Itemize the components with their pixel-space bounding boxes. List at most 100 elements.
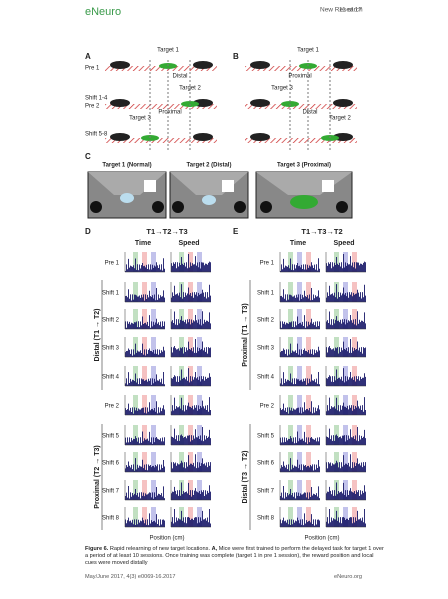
histogram: [326, 368, 366, 386]
column-title: Speed: [333, 240, 354, 247]
axes: [325, 425, 366, 446]
caption-body: Mice were first trained to perform the d…: [85, 546, 384, 566]
histogram: [326, 254, 366, 272]
axes: [170, 425, 211, 446]
histogram: [171, 368, 211, 386]
target-band: [306, 337, 311, 357]
target-band: [197, 480, 202, 500]
target-band: [343, 282, 348, 302]
target-band: [352, 282, 357, 302]
target-band: [343, 395, 348, 415]
x-axis-label: Position (cm): [149, 536, 184, 542]
axes: [325, 252, 366, 273]
target-band: [142, 366, 147, 386]
target-band: [197, 252, 202, 272]
target-band: [151, 480, 156, 500]
row-label: Shift 8: [257, 516, 275, 522]
histogram: [280, 401, 320, 415]
row-label: Shift 2: [102, 318, 120, 324]
axes: [170, 282, 211, 303]
histogram: [280, 513, 320, 527]
target-label: Target 2: [179, 86, 201, 92]
caption: Figure 6. Rapid relearning of new target…: [85, 546, 385, 567]
x-axis-label: Position (cm): [304, 536, 339, 542]
histogram: [171, 427, 211, 445]
histogram: [280, 315, 320, 329]
target-band: [151, 252, 156, 272]
view-title: Target 3 (Proximal): [277, 163, 331, 169]
axes: [124, 282, 165, 303]
axes: [325, 395, 366, 416]
target-band: [297, 452, 302, 472]
target-band: [306, 507, 311, 527]
target-band: [151, 395, 156, 415]
row-label: Shift 7: [102, 489, 120, 495]
axes: [124, 252, 165, 273]
row-label: Pre 1: [105, 261, 120, 267]
histogram: [326, 427, 366, 445]
axes: [170, 395, 211, 416]
target-band: [297, 337, 302, 357]
target-band: [288, 309, 293, 329]
histogram: [171, 454, 211, 472]
view-title: Target 1 (Normal): [102, 163, 151, 169]
target-band: [343, 452, 348, 472]
group-label: Proximal (T2 → T3): [94, 445, 101, 508]
vr-views: [87, 171, 353, 219]
histogram: [326, 454, 366, 472]
target-band: [151, 337, 156, 357]
target-band: [352, 425, 357, 445]
target-band: [142, 425, 147, 445]
axes: [325, 366, 366, 387]
row-label: Shift 5: [257, 434, 275, 440]
column-title: Speed: [178, 240, 199, 247]
target-band: [197, 452, 202, 472]
target-band: [197, 309, 202, 329]
target-band: [306, 282, 311, 302]
target-band: [306, 480, 311, 500]
histogram: [125, 343, 165, 357]
target-band: [179, 337, 184, 357]
target-band: [142, 309, 147, 329]
row-label: Shift 5-8: [85, 132, 108, 138]
row-label: Pre 2: [85, 104, 100, 110]
target-band: [142, 395, 147, 415]
row-label: Shift 6: [257, 461, 275, 467]
footer-site: eNeuro.org: [334, 574, 362, 580]
axes: [170, 309, 211, 330]
target-band: [297, 507, 302, 527]
histogram: [125, 431, 165, 445]
row-label: Shift 1: [257, 291, 275, 297]
target-label: Target 3: [271, 86, 293, 92]
histogram: [280, 372, 320, 386]
row-label: Shift 3: [102, 346, 120, 352]
axes: [124, 452, 165, 473]
target-band: [297, 425, 302, 445]
row-label: Shift 1: [102, 291, 120, 297]
target-band: [306, 395, 311, 415]
histogram: [125, 258, 165, 272]
target-band: [142, 480, 147, 500]
target-band: [151, 452, 156, 472]
shift-label: Distal: [172, 74, 187, 80]
target-band: [151, 366, 156, 386]
sequence-label: T1→T2→T3: [146, 227, 187, 236]
target-band: [142, 337, 147, 357]
target-band: [297, 309, 302, 329]
target-band: [306, 425, 311, 445]
target-band: [343, 507, 348, 527]
axes: [170, 366, 211, 387]
histogram: [171, 339, 211, 357]
target-band: [142, 282, 147, 302]
target-band: [352, 452, 357, 472]
column-title: Time: [290, 240, 306, 247]
target-label: Target 3: [129, 116, 151, 122]
target-band: [142, 452, 147, 472]
axes: [124, 337, 165, 358]
target-label: Target 1: [297, 48, 319, 54]
axes: [124, 480, 165, 501]
target-band: [352, 480, 357, 500]
row-label: Pre 1: [85, 66, 100, 72]
target-band: [151, 309, 156, 329]
